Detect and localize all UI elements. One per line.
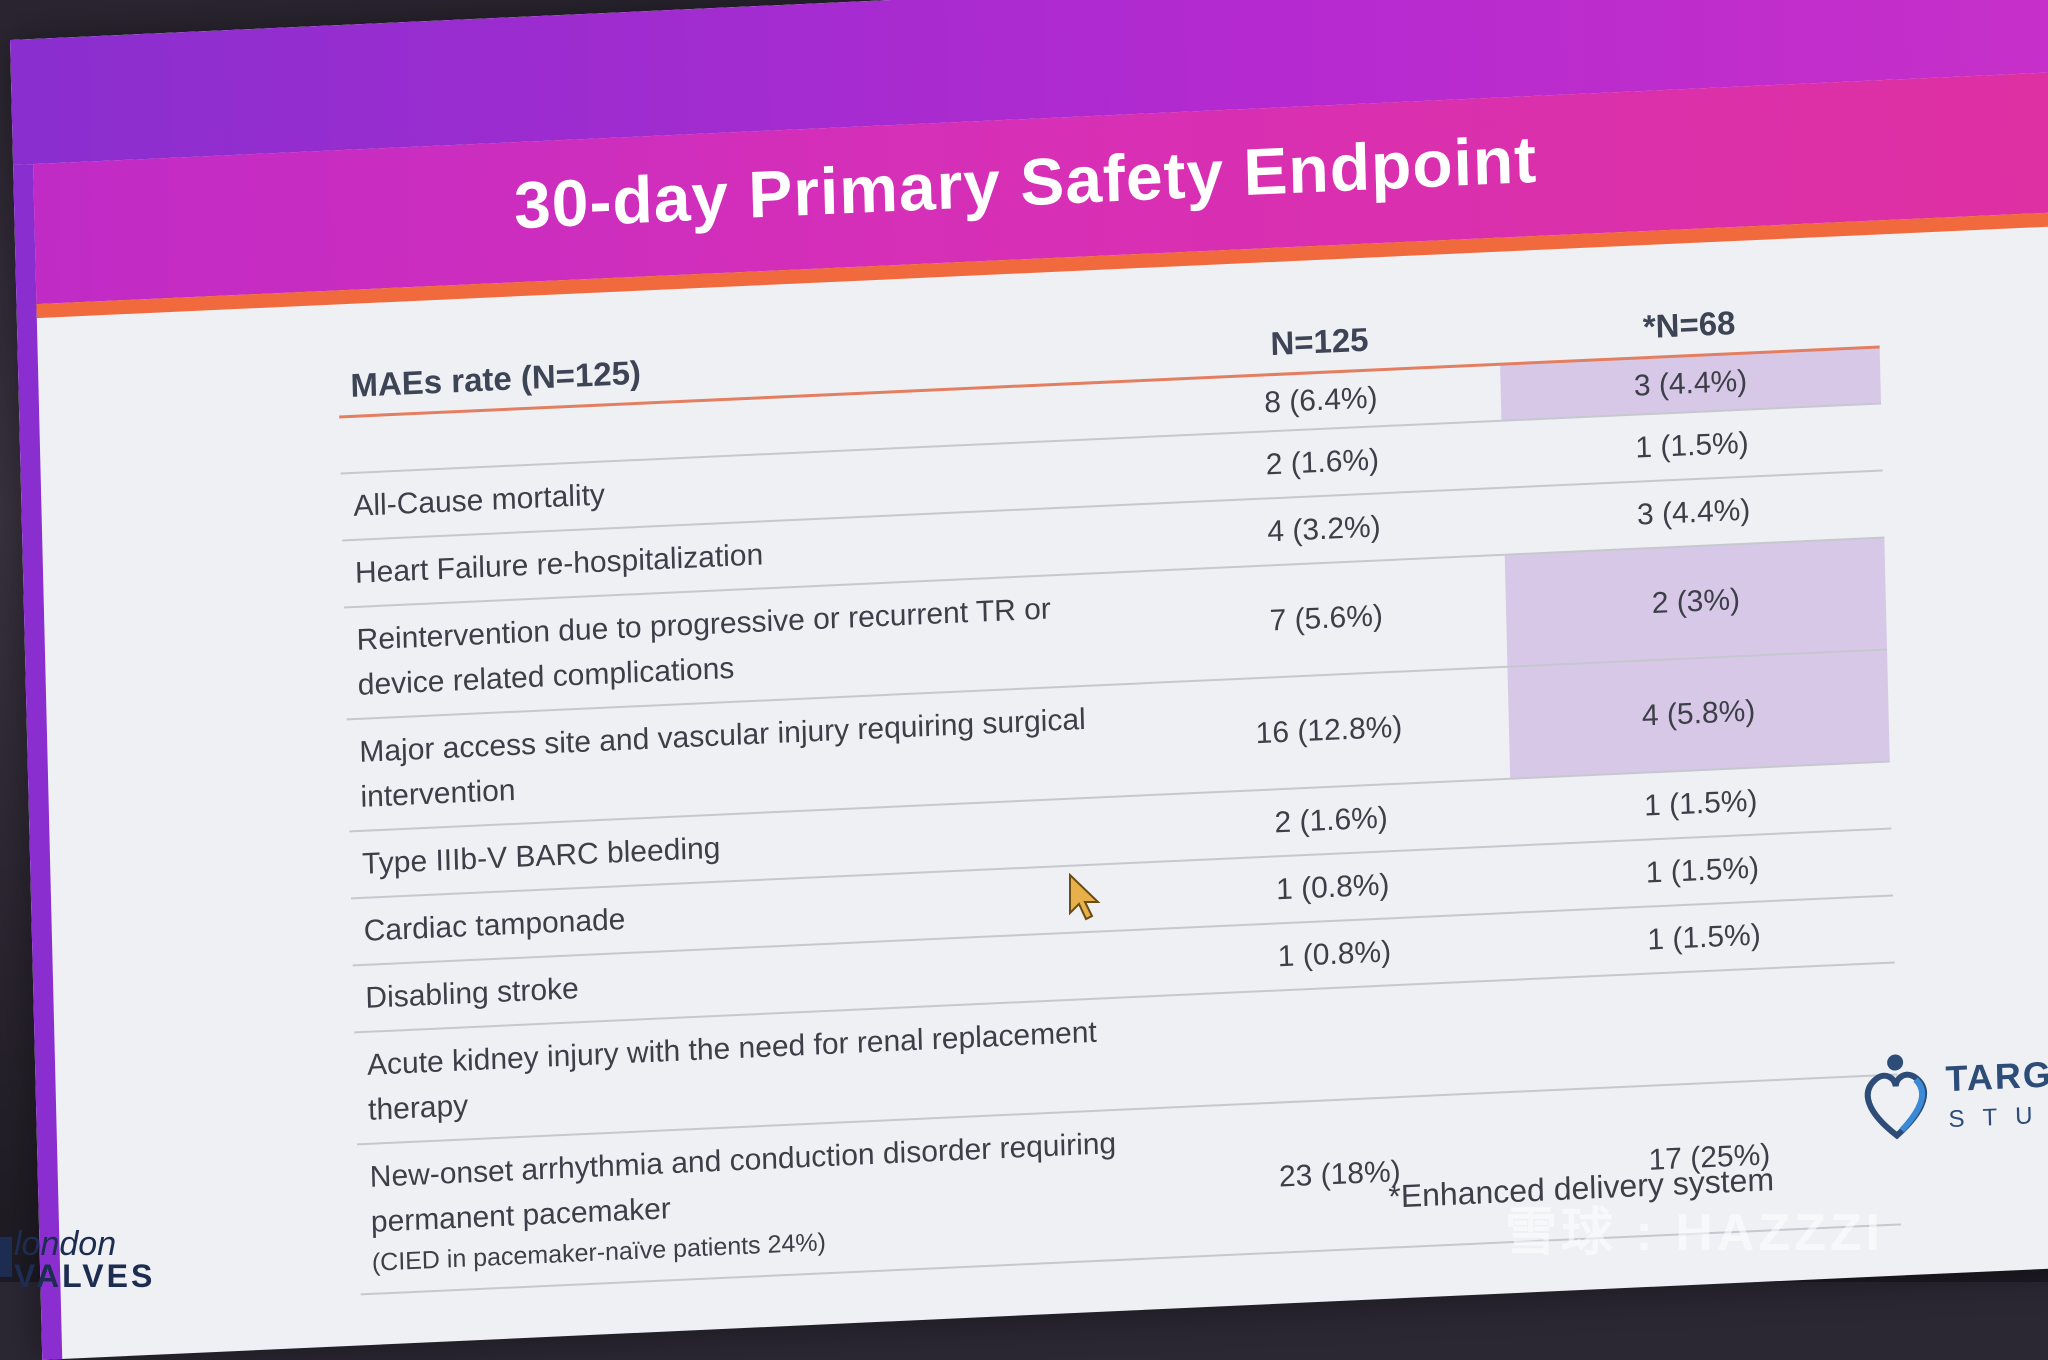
target-logo-text: TARGE	[1945, 1052, 2048, 1100]
mouse-pointer-icon	[1069, 873, 1101, 921]
mae-table: MAEs rate (N=125) N=125 *N=68 8 (6.4%) 3…	[337, 285, 1902, 1295]
target-study-logo: TARGE STUD	[1855, 1039, 2048, 1173]
london-logo-line2: VALVES	[14, 1258, 156, 1294]
london-logo-line1: london	[14, 1225, 117, 1263]
row-value-n125: 7 (5.6%)	[1145, 554, 1508, 684]
target-logo-subtext: STUD	[1948, 1099, 2048, 1134]
row-value-n68: 2 (3%)	[1504, 537, 1888, 667]
row-value-n68	[1515, 962, 1898, 1092]
slide-left-frame	[13, 164, 63, 1360]
presentation-slide: 30-day Primary Safety Endpoint MAEs rate…	[10, 0, 2048, 1360]
row-value-n125	[1155, 979, 1518, 1109]
heart-logo-icon	[1864, 1054, 1927, 1140]
row-value-n125: 16 (12.8%)	[1147, 666, 1511, 796]
row-value-n68: 4 (5.8%)	[1507, 649, 1890, 779]
logo-bar-icon	[0, 1237, 12, 1277]
watermark: 雪球 : HAZZZI	[1505, 1204, 1885, 1262]
london-valves-logo: london VALVES	[0, 1225, 155, 1295]
